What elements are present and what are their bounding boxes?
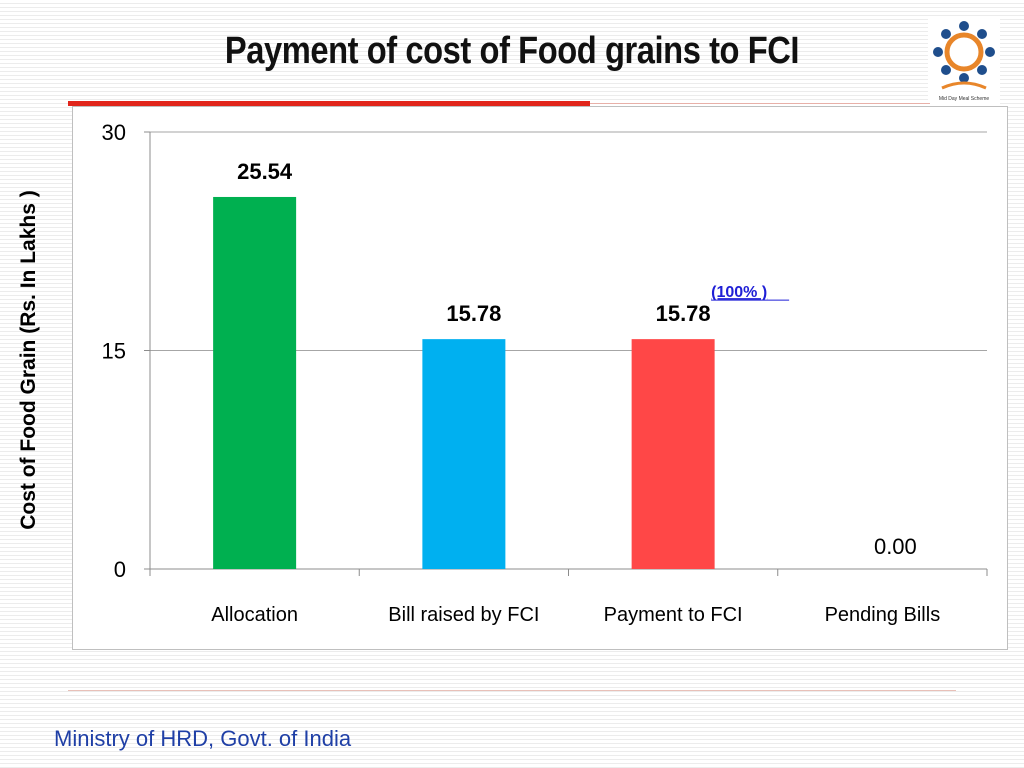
y-tick-label: 30 (102, 120, 126, 145)
title-underline-red (68, 101, 590, 106)
data-label: 15.78 (446, 301, 501, 326)
footer-text: Ministry of HRD, Govt. of India (54, 726, 352, 751)
footer-divider (68, 690, 956, 691)
category-label: Payment to FCI (604, 604, 743, 626)
data-label: 25.54 (237, 159, 293, 184)
percent-annotation: (100% ) (711, 284, 767, 301)
page-title: Payment of cost of Food grains to FCI (224, 30, 800, 72)
logo-caption: Mid Day Meal Scheme (938, 96, 990, 102)
bar (422, 339, 506, 569)
data-label: 15.78 (656, 301, 711, 326)
category-label: Pending Bills (825, 604, 941, 626)
category-label: Bill raised by FCI (388, 604, 539, 626)
y-axis-label: Cost of Food Grain (Rs. In Lakhs ) (17, 190, 40, 530)
y-tick-label: 15 (102, 339, 126, 364)
title-underline-thin (590, 103, 930, 104)
data-label: 0.00 (874, 534, 917, 559)
bar (213, 196, 297, 569)
category-label: Allocation (211, 604, 298, 626)
logo-emblem-icon (933, 21, 995, 90)
bar (631, 339, 715, 569)
y-tick-label: 0 (114, 557, 126, 582)
mid-day-meal-logo: Mid Day Meal Scheme (928, 16, 1000, 106)
